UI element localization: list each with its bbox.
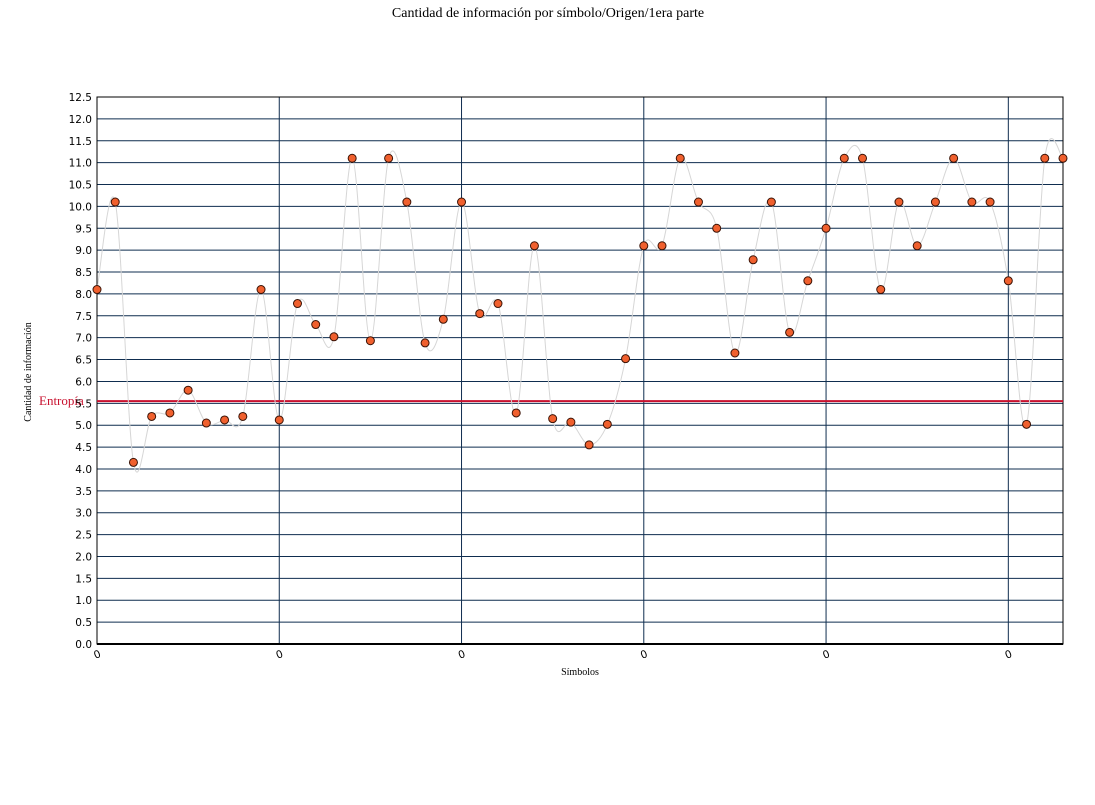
y-tick-label: 9.5 [75, 223, 92, 235]
data-point [748, 255, 758, 265]
x-tick-label: 0 [92, 648, 102, 662]
data-point [147, 411, 157, 421]
data-point [128, 457, 138, 467]
x-tick-label: 0 [274, 648, 284, 662]
x-tick-label: 0 [639, 648, 649, 662]
y-tick-label: 2.0 [75, 551, 92, 563]
data-point [785, 327, 795, 337]
y-axis-title: Cantidad de información [23, 322, 34, 421]
y-tick-label: 5.0 [75, 420, 92, 432]
data-points [92, 153, 1068, 467]
y-tick-label: 10.5 [69, 180, 92, 192]
chart-title: Cantidad de información por símbolo/Orig… [392, 6, 704, 21]
y-tick-label: 11.0 [69, 158, 92, 170]
data-point [384, 153, 394, 163]
y-tick-label: 1.0 [75, 595, 92, 607]
y-tick-label: 4.0 [75, 464, 92, 476]
data-point [347, 153, 357, 163]
y-tick-label: 6.0 [75, 376, 92, 388]
data-point [1022, 419, 1032, 429]
data-point [529, 241, 539, 251]
y-tick-label: 11.5 [69, 136, 92, 148]
x-axis-title: Símbolos [561, 667, 599, 678]
series-line [96, 138, 1064, 473]
y-tick-label: 10.0 [69, 201, 92, 213]
data-point [839, 153, 849, 163]
data-point [566, 417, 576, 427]
data-point [912, 241, 922, 251]
data-point [256, 285, 266, 295]
data-point [165, 408, 175, 418]
series-connector [96, 138, 1064, 473]
y-tick-label: 5.5 [75, 398, 92, 410]
y-tick-label: 0.5 [75, 617, 92, 629]
y-tick-label: 12.0 [69, 114, 92, 126]
y-tick-label: 8.5 [75, 267, 92, 279]
data-point [693, 197, 703, 207]
data-point [730, 348, 740, 358]
x-tick-label: 0 [457, 648, 467, 662]
data-point [949, 153, 959, 163]
plot-frame [96, 96, 1064, 645]
entropy-reference: Entropía [39, 393, 1063, 408]
y-tick-label: 7.5 [75, 311, 92, 323]
data-point [420, 338, 430, 348]
y-tick-label: 1.5 [75, 573, 92, 585]
y-tick-label: 8.0 [75, 289, 92, 301]
y-tick-label: 9.0 [75, 245, 92, 257]
data-point [511, 408, 521, 418]
data-point [311, 320, 321, 330]
x-tick-label: 0 [821, 648, 831, 662]
grid [96, 96, 1064, 645]
data-point [803, 276, 813, 286]
y-tick-label: 12.5 [69, 92, 92, 104]
y-axis-ticks: 0.0 0.5 1.0 1.5 2.0 2.5 3.0 3.5 4.0 4.5 5.0 5.5 6.0 6… [69, 92, 92, 651]
x-tick-label: 0 [1003, 648, 1013, 662]
data-point [292, 299, 302, 309]
data-point [365, 336, 375, 346]
data-point [894, 197, 904, 207]
data-point [675, 153, 685, 163]
x-axis-ticks: 0 0 0 0 0 0 [92, 648, 1014, 662]
data-point [657, 241, 667, 251]
data-point [766, 197, 776, 207]
data-point [548, 414, 558, 424]
data-point [475, 309, 485, 319]
data-point [329, 332, 339, 342]
y-tick-label: 3.0 [75, 508, 92, 520]
data-point [438, 314, 448, 324]
data-point [985, 197, 995, 207]
data-point [1040, 153, 1050, 163]
data-point [621, 354, 631, 364]
data-point [183, 385, 193, 395]
data-point [92, 285, 102, 295]
data-point [584, 440, 594, 450]
data-point [967, 197, 977, 207]
data-point [201, 418, 211, 428]
entropy-label: Entropía [39, 393, 84, 408]
data-point [493, 299, 503, 309]
y-tick-label: 3.5 [75, 486, 92, 498]
data-point [238, 411, 248, 421]
data-point [1003, 276, 1013, 286]
data-point [876, 285, 886, 295]
y-tick-label: 6.5 [75, 355, 92, 367]
y-tick-label: 2.5 [75, 530, 92, 542]
data-point [1058, 153, 1068, 163]
y-tick-label: 0.0 [75, 639, 92, 651]
data-point [821, 223, 831, 233]
data-point [712, 223, 722, 233]
data-point [110, 197, 120, 207]
data-point [220, 415, 230, 425]
y-tick-label: 4.5 [75, 442, 92, 454]
data-point [930, 197, 940, 207]
y-tick-label: 7.0 [75, 333, 92, 345]
data-point [402, 197, 412, 207]
data-point [457, 197, 467, 207]
data-point [274, 415, 284, 425]
data-point [602, 419, 612, 429]
data-point [858, 153, 868, 163]
data-point [639, 241, 649, 251]
